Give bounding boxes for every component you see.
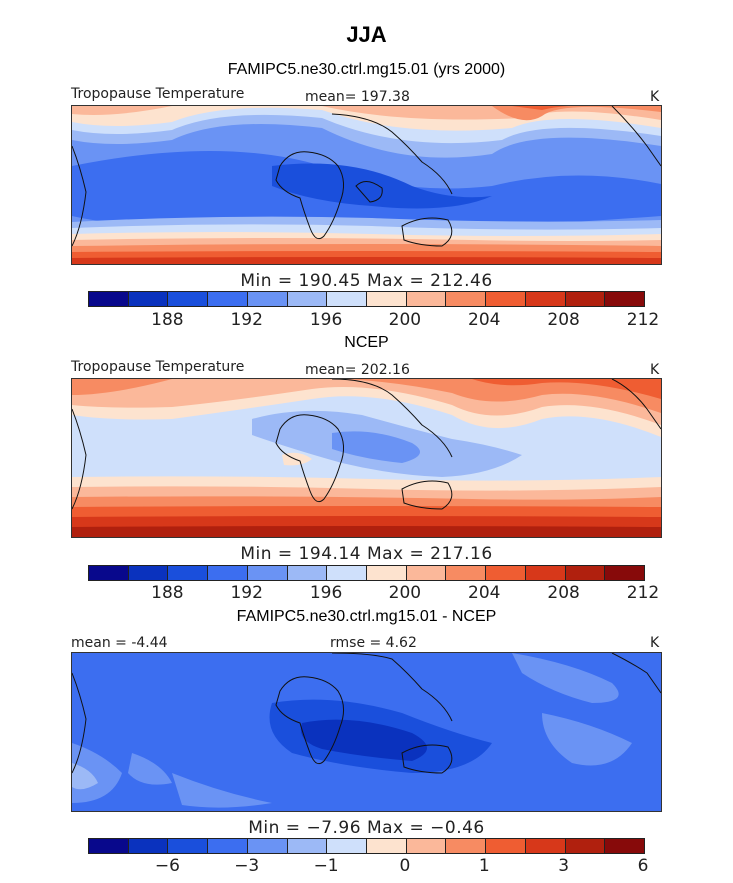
colorbar-segment	[247, 839, 288, 853]
panel1-colorbar	[88, 291, 645, 307]
panel3-map	[71, 652, 662, 812]
colorbar-segment	[406, 566, 447, 580]
colorbar-segment	[525, 839, 566, 853]
colorbar-segment	[128, 292, 169, 306]
colorbar-segment	[168, 292, 209, 306]
colorbar-segment	[605, 839, 645, 853]
colorbar-segment	[565, 839, 606, 853]
figure-title: JJA	[346, 22, 387, 47]
colorbar-segment	[565, 292, 606, 306]
colorbar-segment	[208, 566, 248, 580]
panel2-mean-label: mean= 202.16	[305, 362, 410, 378]
colorbar-segment	[247, 566, 288, 580]
colorbar-segment	[208, 292, 248, 306]
panel1-tick: 212	[626, 310, 660, 330]
colorbar-segment	[128, 839, 169, 853]
colorbar-segment	[406, 839, 447, 853]
panel2-minmax: Min = 194.14 Max = 217.16	[240, 544, 493, 564]
panel2-tick: 212	[626, 583, 660, 603]
panel2-map	[71, 378, 662, 538]
colorbar-segment	[168, 566, 209, 580]
colorbar-segment	[287, 566, 328, 580]
panel2-heading: NCEP	[344, 334, 389, 351]
panel1-tick: 196	[309, 310, 343, 330]
panel1-map	[71, 105, 662, 265]
colorbar-segment	[406, 292, 447, 306]
panel3-minmax: Min = −7.96 Max = −0.46	[248, 818, 485, 838]
colorbar-segment	[168, 839, 209, 853]
colorbar-segment	[367, 566, 407, 580]
panel1-tick: 192	[230, 310, 263, 330]
panel3-tick: 6	[637, 856, 649, 876]
colorbar-segment	[89, 566, 129, 580]
panel3-heading: FAMIPC5.ne30.ctrl.mg15.01 - NCEP	[236, 608, 497, 625]
panel1-tick: 208	[547, 310, 580, 330]
colorbar-segment	[128, 566, 169, 580]
colorbar-segment	[565, 566, 606, 580]
panel3-units-label: K	[650, 635, 660, 651]
colorbar-segment	[486, 292, 526, 306]
panel1-mean-label: mean= 197.38	[305, 89, 410, 105]
panel3-tick: −1	[313, 856, 339, 876]
colorbar-segment	[287, 839, 328, 853]
panel2-tick: 204	[468, 583, 501, 603]
colorbar-segment	[327, 292, 368, 306]
panel2-tick: 188	[151, 583, 184, 603]
colorbar-segment	[89, 292, 129, 306]
colorbar-segment	[605, 566, 645, 580]
panel3-tick: 3	[558, 856, 570, 876]
panel1-tick: 200	[388, 310, 422, 330]
panel2-left-label: Tropopause Temperature	[71, 359, 245, 375]
colorbar-segment	[208, 839, 248, 853]
panel1-tick: 188	[151, 310, 184, 330]
colorbar-segment	[89, 839, 129, 853]
panel1-tick: 204	[468, 310, 501, 330]
colorbar-segment	[525, 566, 566, 580]
colorbar-segment	[446, 566, 487, 580]
panel2-tick: 200	[388, 583, 422, 603]
panel1-colorbar-ticks: 188 192 196 200 204 208 212	[88, 310, 659, 330]
panel3-tick: 1	[478, 856, 490, 876]
panel3-colorbar-ticks: −6 −3 −1 0 1 3 6	[88, 856, 649, 876]
colorbar-segment	[367, 839, 407, 853]
panel2-colorbar-ticks: 188 192 196 200 204 208 212	[88, 583, 659, 603]
panel1-heading: FAMIPC5.ne30.ctrl.mg15.01 (yrs 2000)	[227, 61, 506, 78]
panel3-tick: −3	[234, 856, 260, 876]
panel1-units-label: K	[650, 89, 660, 105]
colorbar-segment	[327, 566, 368, 580]
panel3-colorbar	[88, 838, 645, 854]
colorbar-segment	[525, 292, 566, 306]
colorbar-segment	[486, 566, 526, 580]
colorbar-segment	[367, 292, 407, 306]
panel3-rmse-label: rmse = 4.62	[330, 635, 417, 651]
panel2-tick: 208	[547, 583, 580, 603]
colorbar-segment	[327, 839, 368, 853]
colorbar-segment	[446, 292, 487, 306]
colorbar-segment	[605, 292, 645, 306]
panel2-colorbar	[88, 565, 645, 581]
panel3-tick: 0	[399, 856, 411, 876]
panel1-minmax: Min = 190.45 Max = 212.46	[240, 271, 493, 291]
colorbar-segment	[247, 292, 288, 306]
panel2-tick: 192	[230, 583, 263, 603]
panel3-mean-label: mean = -4.44	[71, 635, 168, 651]
panel2-units-label: K	[650, 362, 660, 378]
panel1-left-label: Tropopause Temperature	[71, 86, 245, 102]
colorbar-segment	[486, 839, 526, 853]
colorbar-segment	[446, 839, 487, 853]
panel2-tick: 196	[309, 583, 343, 603]
panel3-tick: −6	[154, 856, 180, 876]
colorbar-segment	[287, 292, 328, 306]
